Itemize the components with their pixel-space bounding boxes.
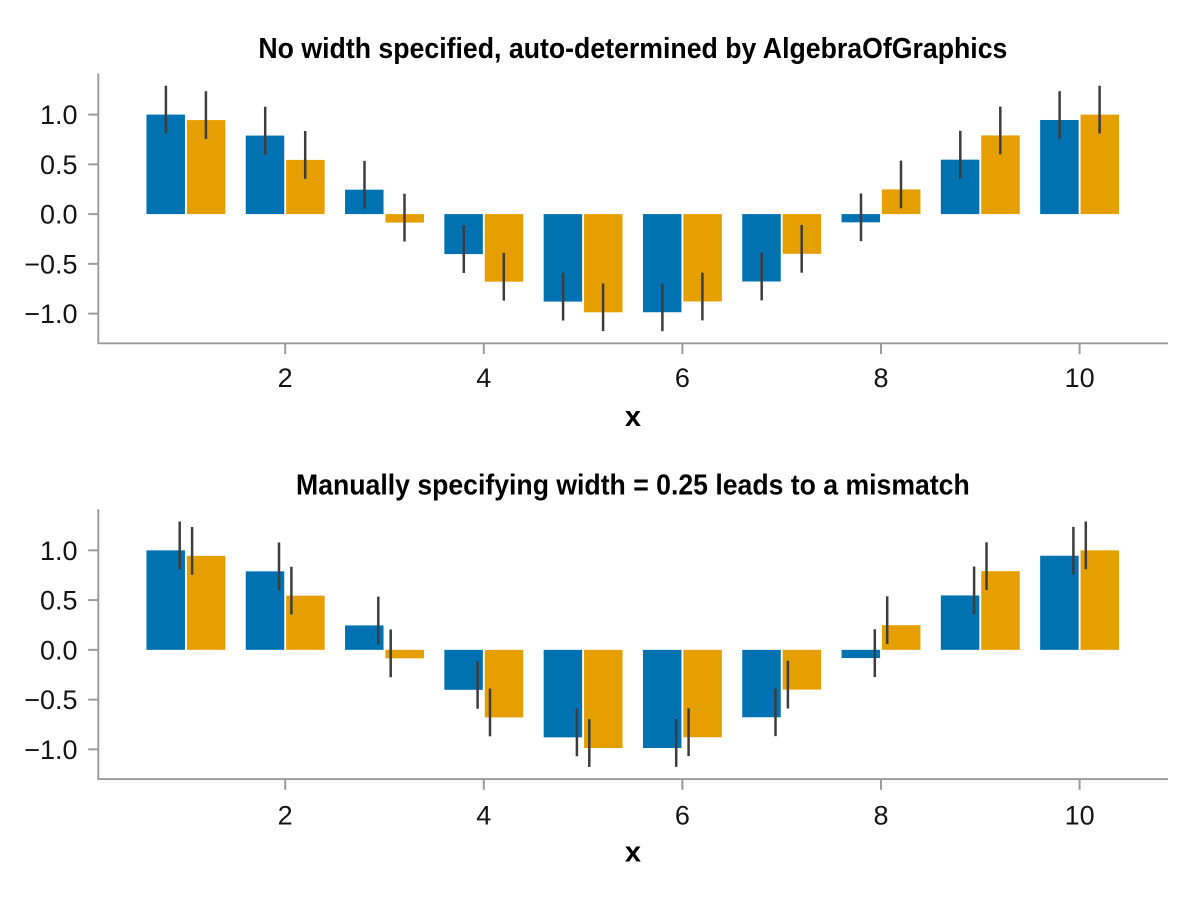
svg-text:0.5: 0.5: [40, 586, 78, 616]
svg-text:8: 8: [873, 801, 888, 831]
svg-text:No width specified, auto-deter: No width specified, auto-determined by A…: [258, 32, 1007, 64]
svg-text:x: x: [625, 837, 641, 869]
svg-text:2: 2: [278, 801, 293, 831]
svg-text:4: 4: [476, 801, 491, 831]
svg-text:x: x: [625, 401, 641, 433]
svg-text:−1.0: −1.0: [24, 735, 77, 765]
svg-text:6: 6: [675, 363, 690, 393]
svg-text:0.0: 0.0: [40, 635, 78, 665]
svg-text:4: 4: [476, 363, 491, 393]
svg-text:10: 10: [1065, 363, 1095, 393]
svg-text:2: 2: [278, 363, 293, 393]
svg-text:10: 10: [1065, 801, 1095, 831]
svg-text:0.0: 0.0: [40, 200, 78, 230]
svg-text:−0.5: −0.5: [24, 249, 77, 279]
svg-text:−1.0: −1.0: [24, 299, 77, 329]
svg-text:1.0: 1.0: [40, 100, 78, 130]
svg-text:Manually specifying width = 0.: Manually specifying width = 0.25 leads t…: [296, 468, 970, 500]
svg-text:0.5: 0.5: [40, 150, 78, 180]
svg-text:8: 8: [873, 363, 888, 393]
svg-text:1.0: 1.0: [40, 536, 78, 566]
svg-text:6: 6: [675, 801, 690, 831]
svg-text:−0.5: −0.5: [24, 685, 77, 715]
